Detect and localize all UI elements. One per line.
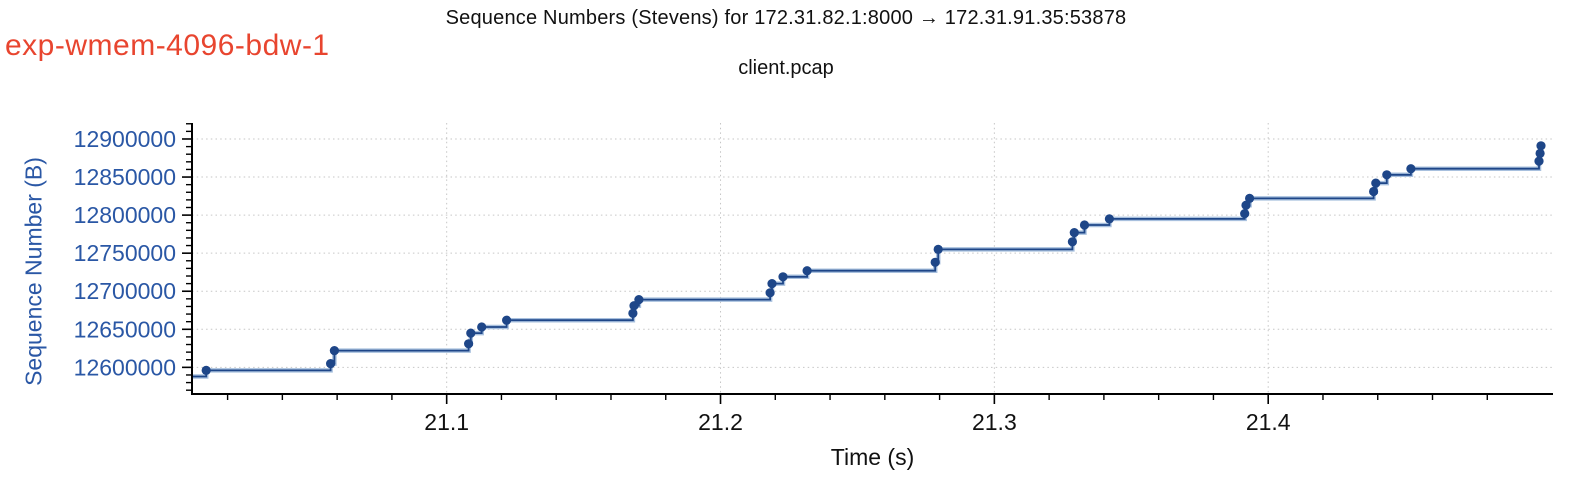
chart-title: Sequence Numbers (Stevens) for 172.31.82… xyxy=(445,7,1127,29)
data-point xyxy=(464,339,474,349)
y-tick-label: 12600000 xyxy=(74,354,176,380)
x-tick-label: 21.1 xyxy=(424,409,469,435)
data-point xyxy=(1104,214,1114,224)
data-point xyxy=(329,346,339,356)
data-point xyxy=(628,308,638,318)
data-point xyxy=(629,301,639,311)
data-point xyxy=(933,244,943,254)
y-tick-label: 12750000 xyxy=(74,240,176,266)
data-point xyxy=(1406,164,1416,174)
data-point xyxy=(201,365,211,375)
x-axis-label: Time (s) xyxy=(830,444,915,470)
x-tick-label: 21.3 xyxy=(972,409,1017,435)
data-point xyxy=(634,295,644,305)
data-point xyxy=(1371,178,1381,188)
data-point xyxy=(778,272,788,282)
x-tick-label: 21.4 xyxy=(1246,409,1291,435)
x-tick-label: 21.2 xyxy=(698,409,743,435)
data-point xyxy=(1067,237,1077,247)
data-point xyxy=(1534,156,1544,166)
data-point xyxy=(1240,209,1250,219)
series-line xyxy=(192,145,1542,378)
experiment-label: exp-wmem-4096-bdw-1 xyxy=(5,29,330,62)
data-point xyxy=(1536,141,1546,151)
y-axis-label: Sequence Number (B) xyxy=(20,157,47,386)
data-point xyxy=(326,359,336,369)
y-tick-label: 12650000 xyxy=(74,316,176,342)
data-point xyxy=(802,266,812,276)
data-point xyxy=(767,279,777,289)
data-point xyxy=(1079,220,1090,230)
data-point xyxy=(1069,228,1079,238)
chart-subtitle: client.pcap xyxy=(738,57,834,79)
data-point xyxy=(1241,200,1251,210)
y-tick-label: 12800000 xyxy=(74,202,176,228)
data-point xyxy=(502,315,512,325)
data-point xyxy=(466,328,476,338)
y-tick-label: 12700000 xyxy=(74,278,176,304)
data-point xyxy=(1535,148,1545,158)
data-point xyxy=(1369,186,1379,197)
data-point xyxy=(477,322,487,332)
y-tick-label: 12850000 xyxy=(74,164,176,190)
data-point xyxy=(930,257,940,267)
data-point xyxy=(1245,193,1255,203)
series-line-halo xyxy=(192,145,1544,379)
data-point xyxy=(1382,170,1392,180)
data-point xyxy=(765,288,775,298)
y-tick-label: 12900000 xyxy=(74,126,176,152)
